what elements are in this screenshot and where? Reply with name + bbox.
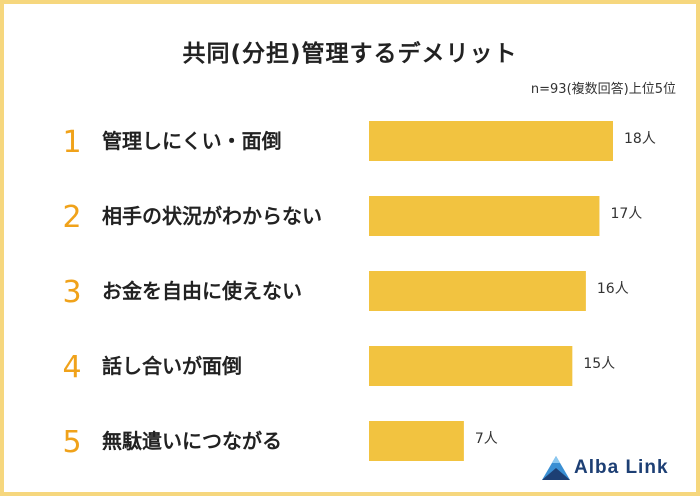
- bar: [369, 421, 464, 461]
- category-label: 無駄遣いにつながる: [102, 429, 282, 453]
- value-label: 15人: [583, 356, 615, 372]
- category-label: 相手の状況がわからない: [102, 204, 322, 228]
- sample-note: n=93(複数回答)上位5位: [530, 82, 676, 97]
- bar: [369, 121, 613, 161]
- category-label: お金を自由に使えない: [102, 279, 302, 303]
- logo-text: Alba Link: [574, 457, 669, 478]
- bar: [369, 271, 586, 311]
- rank-number: 5: [62, 425, 81, 460]
- value-label: 7人: [475, 431, 498, 447]
- rank-number: 3: [62, 275, 81, 310]
- category-label: 管理しにくい・面倒: [102, 129, 282, 153]
- category-label: 話し合いが面倒: [102, 354, 242, 378]
- logo-mark-icon: [542, 456, 570, 480]
- rank-number: 1: [62, 125, 81, 160]
- value-label: 18人: [624, 131, 656, 147]
- chart-title: 共同(分担)管理するデメリット: [182, 41, 518, 67]
- value-label: 16人: [597, 281, 629, 297]
- bar: [369, 346, 573, 386]
- rank-number: 2: [62, 200, 81, 235]
- rank-number: 4: [62, 350, 81, 385]
- bar: [369, 196, 600, 236]
- albalink-logo: Alba Link: [540, 454, 690, 484]
- value-label: 17人: [610, 206, 642, 222]
